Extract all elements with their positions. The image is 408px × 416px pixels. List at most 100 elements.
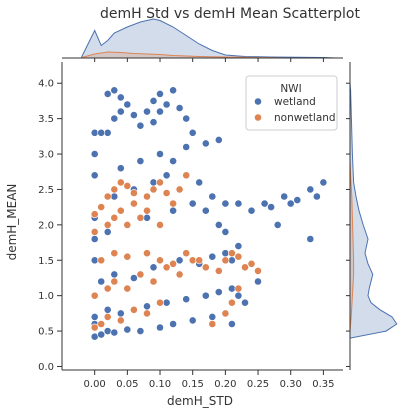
- wetland-point: [156, 90, 164, 98]
- nonwetland-point: [182, 249, 191, 258]
- y-tick-label: 3.5: [38, 114, 54, 125]
- wetland-point: [280, 192, 289, 201]
- y-tick-label: 2.5: [38, 185, 54, 196]
- wetland-point: [227, 256, 236, 265]
- wetland-point: [227, 320, 236, 328]
- wetland-point: [169, 157, 177, 165]
- wetland-point: [90, 312, 99, 321]
- nonwetland-point: [234, 284, 243, 293]
- x-tick-label: 0.15: [182, 379, 204, 390]
- nonwetland-point: [129, 189, 138, 197]
- nonwetland-point: [97, 320, 106, 328]
- wetland-point: [90, 235, 99, 243]
- nonwetland-point: [169, 259, 177, 268]
- wetland-point: [260, 199, 269, 208]
- wetland-point: [247, 206, 256, 215]
- nonwetland-point: [241, 263, 249, 272]
- nonwetland-point: [143, 309, 151, 318]
- nonwetland-point: [201, 263, 210, 272]
- wetland-point: [227, 284, 236, 293]
- wetland-point: [143, 302, 151, 311]
- nonwetland-point: [116, 178, 125, 187]
- wetland-point: [136, 157, 145, 165]
- wetland-point: [129, 111, 138, 119]
- marginal-y-wetland-kde: [349, 83, 398, 339]
- nonwetland-point: [214, 266, 223, 275]
- nonwetland-point: [110, 249, 119, 258]
- nonwetland-point: [208, 320, 217, 328]
- wetland-point: [214, 135, 223, 144]
- nonwetland-point: [110, 213, 119, 222]
- wetland-point: [103, 227, 112, 236]
- nonwetland-point: [234, 252, 243, 261]
- wetland-point: [90, 150, 99, 158]
- nonwetland-point: [149, 277, 158, 286]
- wetland-point: [306, 235, 315, 243]
- wetland-point: [136, 327, 145, 335]
- nonwetland-point: [116, 316, 125, 325]
- nonwetland-point: [103, 284, 112, 293]
- x-tick-label: 0.25: [247, 379, 269, 390]
- wetland-point: [103, 305, 112, 314]
- nonwetland-point: [156, 220, 164, 229]
- wetland-point: [103, 128, 112, 137]
- nonwetland-point: [90, 291, 99, 300]
- wetland-point: [110, 270, 119, 279]
- wetland-point: [97, 128, 106, 137]
- wetland-point: [136, 121, 145, 130]
- wetland-point: [175, 104, 184, 112]
- x-tick-label: 0.10: [149, 379, 171, 390]
- wetland-point: [97, 277, 106, 286]
- y-tick-label: 1.0: [38, 291, 54, 302]
- y-tick-label: 2.0: [38, 220, 54, 231]
- nonwetland-point: [156, 178, 164, 187]
- nonwetland-point: [188, 256, 197, 265]
- nonwetland-point: [156, 256, 164, 265]
- nonwetland-point: [90, 210, 99, 219]
- nonwetland-point: [103, 312, 112, 321]
- wetland-point: [116, 93, 125, 102]
- nonwetland-point: [162, 189, 171, 197]
- nonwetland-point: [110, 185, 119, 194]
- x-tick-label: 0.30: [280, 379, 302, 390]
- nonwetland-point: [129, 305, 138, 314]
- nonwetland-point: [116, 206, 125, 215]
- wetland-point: [116, 309, 125, 318]
- nonwetland-point: [97, 256, 106, 265]
- legend-title: NWI: [280, 83, 301, 95]
- nonwetland-point: [143, 249, 151, 258]
- wetland-point: [103, 90, 112, 98]
- wetland-point: [123, 325, 132, 334]
- wetland-point: [188, 316, 197, 325]
- wetland-point: [169, 206, 177, 215]
- wetland-point: [110, 114, 119, 123]
- y-tick-label: 1.5: [38, 256, 54, 267]
- wetland-point: [221, 249, 230, 258]
- wetland-point: [162, 171, 171, 180]
- legend-marker-nonwetland: [254, 113, 262, 122]
- wetland-point: [169, 320, 177, 328]
- wetland-point: [234, 199, 243, 208]
- legend-marker-wetland: [254, 97, 262, 106]
- wetland-point: [149, 118, 158, 127]
- wetland-point: [97, 330, 106, 339]
- nonwetland-point: [156, 298, 164, 307]
- wetland-point: [90, 128, 99, 137]
- wetland-point: [149, 263, 158, 272]
- y-tick-label: 4.0: [38, 79, 54, 90]
- wetland-point: [201, 206, 210, 215]
- x-tick-label: 0.35: [312, 379, 334, 390]
- nonwetland-point: [195, 256, 204, 265]
- marginal-y-kde: [346, 62, 398, 370]
- wetland-point: [221, 199, 230, 208]
- wetland-point: [149, 178, 158, 187]
- y-tick-label: 0.5: [38, 327, 54, 338]
- wetland-point: [90, 332, 99, 341]
- marginal-x-kde: [62, 18, 343, 62]
- x-tick-label: 0.20: [214, 379, 236, 390]
- wetland-point: [201, 139, 210, 148]
- nonwetland-point: [123, 252, 132, 261]
- scatter-points: [90, 86, 328, 341]
